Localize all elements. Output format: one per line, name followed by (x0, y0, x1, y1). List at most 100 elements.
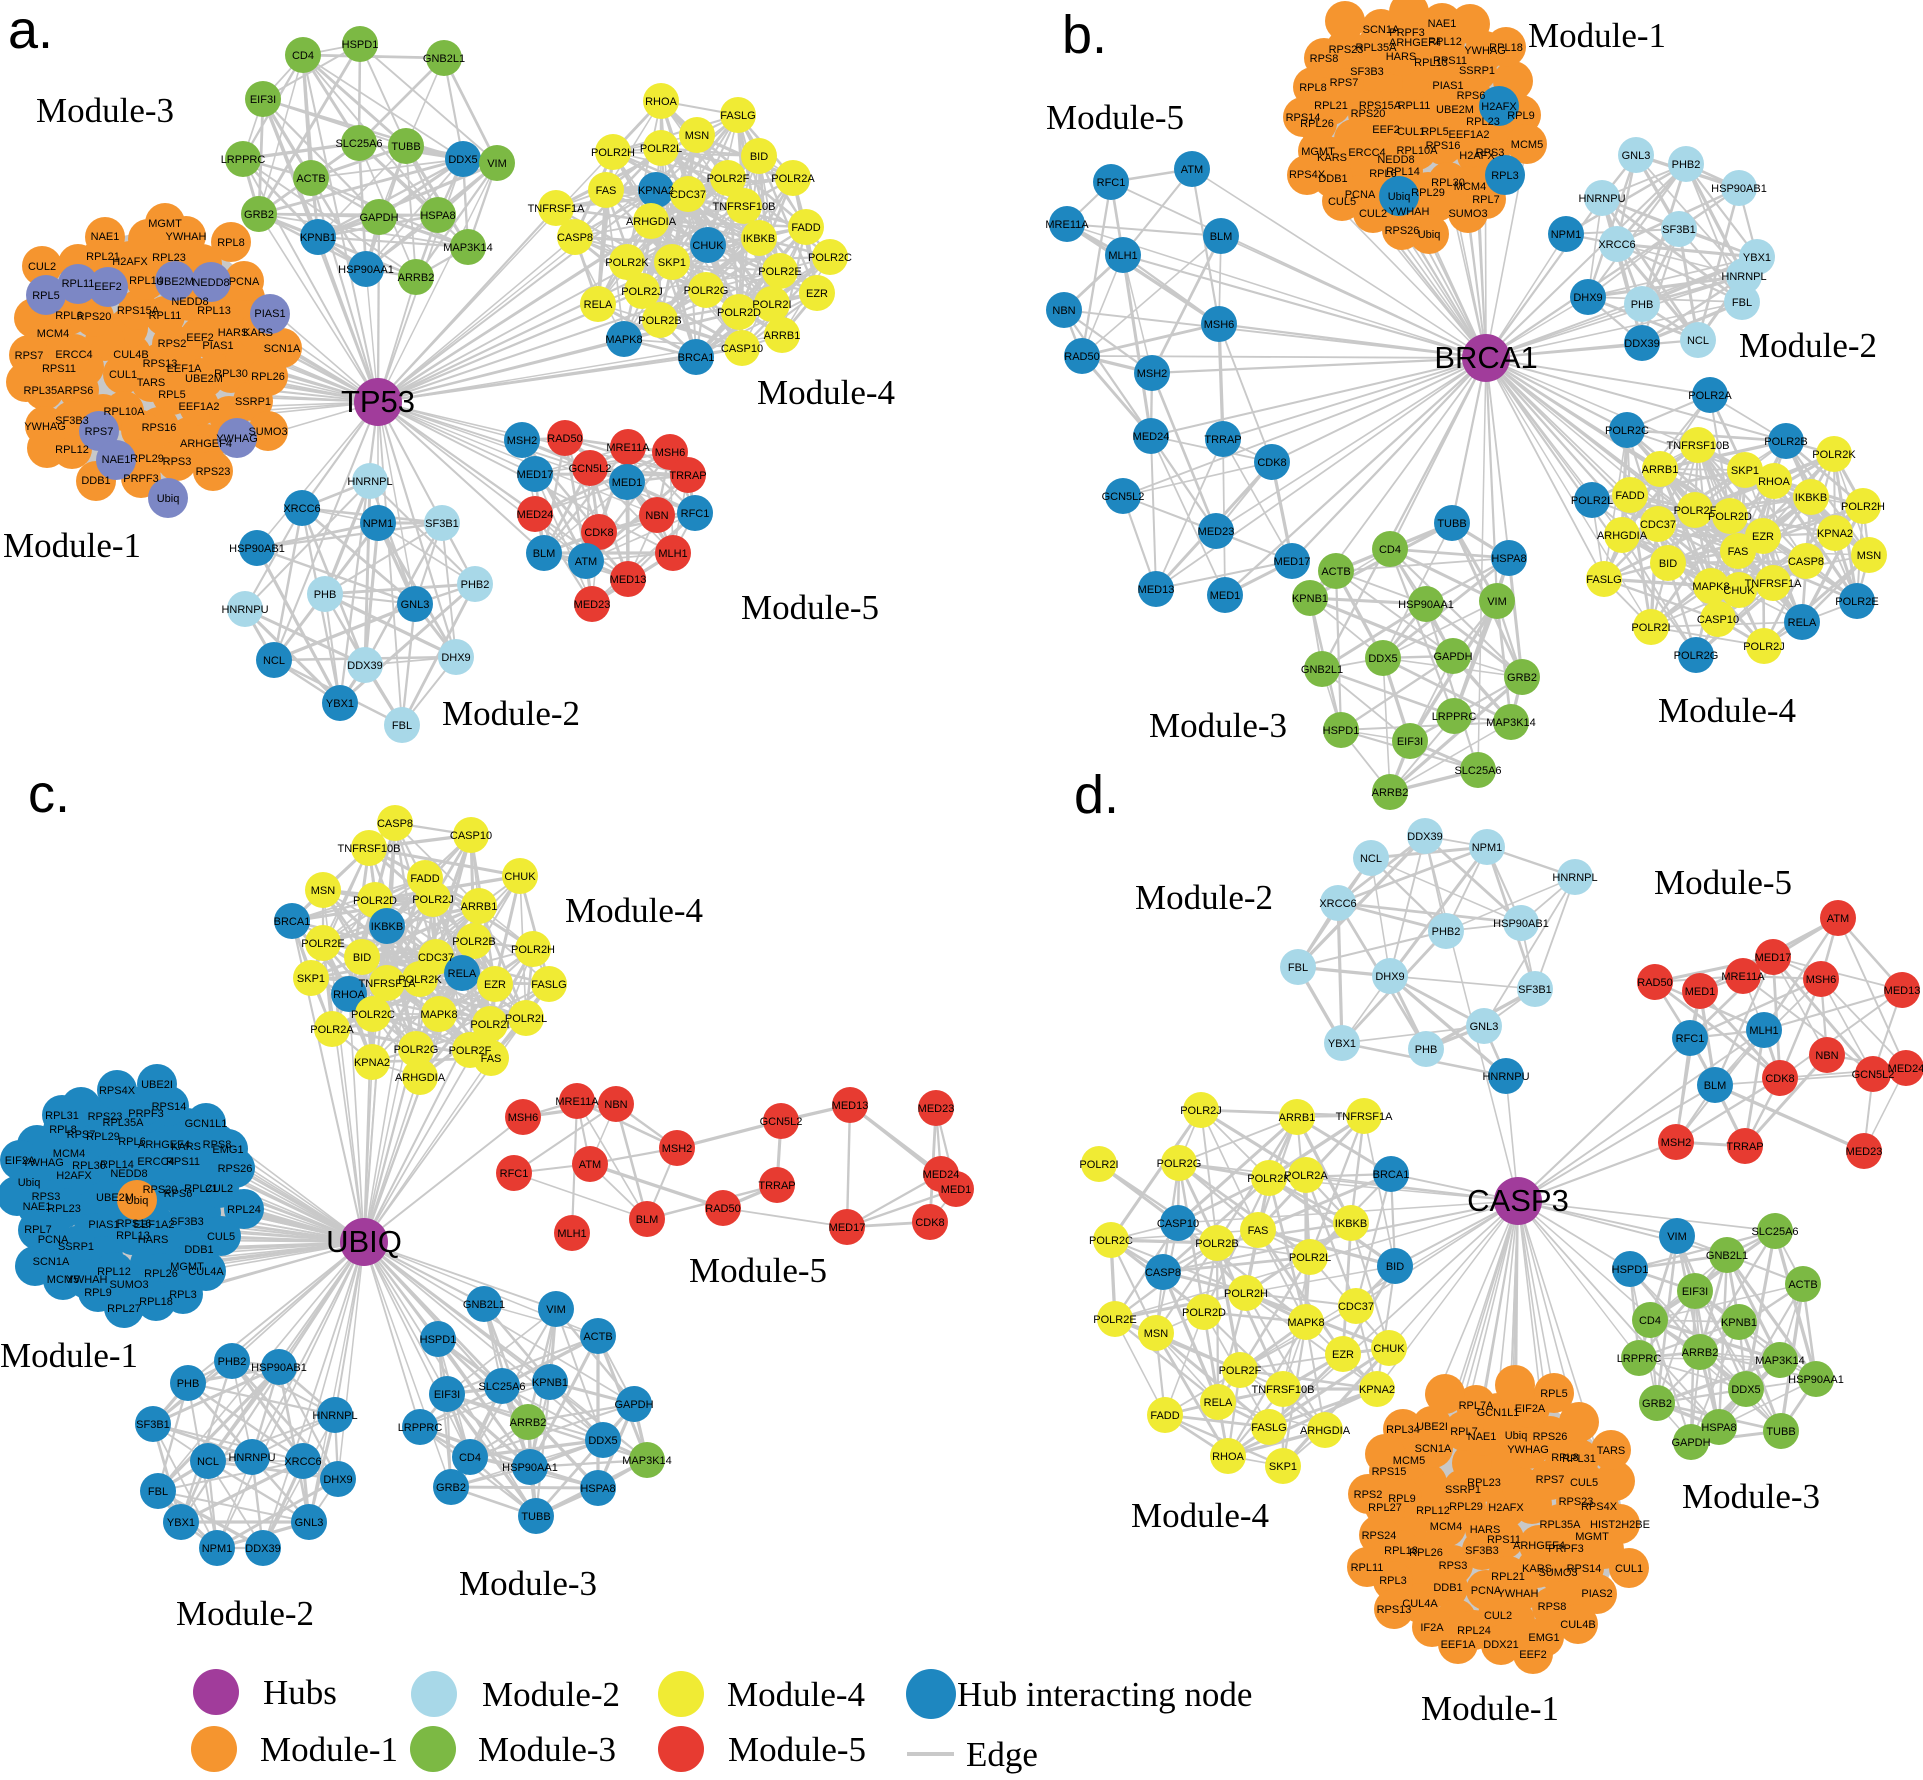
svg-text:DDX5: DDX5 (1731, 1384, 1760, 1396)
svg-text:CDK8: CDK8 (1765, 1073, 1794, 1085)
svg-text:RPL12: RPL12 (97, 1266, 131, 1278)
svg-text:KPNB1: KPNB1 (1721, 1317, 1757, 1329)
svg-text:EIF3I: EIF3I (1397, 736, 1423, 748)
svg-text:POLR2J: POLR2J (1180, 1105, 1222, 1117)
svg-text:SSRP1: SSRP1 (1445, 1484, 1481, 1496)
svg-text:RPS2: RPS2 (1354, 1489, 1383, 1501)
svg-text:ARHGDIA: ARHGDIA (1300, 1425, 1351, 1437)
svg-text:CUL2: CUL2 (205, 1183, 233, 1195)
svg-text:HSPA8: HSPA8 (1701, 1422, 1736, 1434)
svg-text:MSH6: MSH6 (1204, 319, 1235, 331)
svg-text:CUL4A: CUL4A (188, 1266, 224, 1278)
svg-text:NPM1: NPM1 (363, 518, 394, 530)
svg-text:TRRAP: TRRAP (1726, 1141, 1763, 1153)
svg-text:PHB2: PHB2 (1672, 159, 1701, 171)
svg-text:RPL3: RPL3 (1379, 1575, 1407, 1587)
svg-text:RHOA: RHOA (1758, 476, 1790, 488)
svg-text:PIAS2: PIAS2 (1581, 1588, 1612, 1600)
svg-text:CASP10: CASP10 (450, 830, 492, 842)
svg-text:MED24: MED24 (517, 509, 554, 521)
svg-text:VIM: VIM (546, 1304, 566, 1316)
svg-text:GNB2L1: GNB2L1 (463, 1299, 505, 1311)
svg-text:TNFRSF1A: TNFRSF1A (1745, 578, 1803, 590)
svg-text:POLR2G: POLR2G (394, 1044, 439, 1056)
svg-text:POLR2K: POLR2K (1812, 449, 1856, 461)
svg-text:POLR2D: POLR2D (1182, 1307, 1226, 1319)
svg-text:CDK8: CDK8 (1257, 457, 1286, 469)
svg-text:POLR2B: POLR2B (452, 936, 495, 948)
svg-text:CUL5: CUL5 (207, 1231, 235, 1243)
svg-text:NBN: NBN (645, 510, 668, 522)
svg-text:EIF2A: EIF2A (1515, 1403, 1546, 1415)
svg-text:RPS20: RPS20 (143, 1184, 178, 1196)
svg-text:GCN1L1: GCN1L1 (185, 1118, 228, 1130)
svg-text:MAPK8: MAPK8 (420, 1009, 457, 1021)
svg-text:SKP1: SKP1 (297, 973, 325, 985)
svg-text:CUL1: CUL1 (1615, 1563, 1643, 1575)
svg-text:BID: BID (750, 151, 768, 163)
svg-text:TNFRSF10B: TNFRSF10B (713, 201, 776, 213)
svg-text:MSH2: MSH2 (662, 1143, 693, 1155)
svg-text:CASP8: CASP8 (377, 818, 413, 830)
svg-text:ERCC4: ERCC4 (137, 1156, 174, 1168)
svg-text:RPL13: RPL13 (1414, 57, 1448, 69)
svg-text:NEDD8: NEDD8 (1377, 154, 1414, 166)
svg-text:Module-3: Module-3 (36, 91, 174, 130)
svg-text:DHX9: DHX9 (1375, 971, 1404, 983)
svg-text:VIM: VIM (487, 158, 507, 170)
svg-text:KARS: KARS (243, 327, 273, 339)
svg-text:ACTB: ACTB (583, 1331, 612, 1343)
svg-text:TNFRSF1A: TNFRSF1A (1336, 1111, 1394, 1123)
svg-text:RPL26: RPL26 (144, 1268, 178, 1280)
svg-text:Module-2: Module-2 (1739, 326, 1877, 365)
svg-text:SUMO3: SUMO3 (248, 426, 287, 438)
svg-text:Module-2: Module-2 (176, 1594, 314, 1633)
svg-text:SCN1A: SCN1A (33, 1256, 70, 1268)
svg-text:VIM: VIM (1487, 596, 1507, 608)
svg-text:ARRB1: ARRB1 (1642, 464, 1679, 476)
svg-text:RPL24: RPL24 (227, 1204, 261, 1216)
svg-text:EEF2: EEF2 (186, 332, 214, 344)
svg-text:EEF2: EEF2 (1372, 124, 1400, 136)
svg-text:Module-4: Module-4 (1658, 691, 1796, 730)
svg-text:EEF1A2: EEF1A2 (134, 1219, 175, 1231)
svg-text:CUL4B: CUL4B (1560, 1619, 1595, 1631)
svg-text:RPL8: RPL8 (1299, 82, 1327, 94)
svg-text:NPM1: NPM1 (202, 1543, 233, 1555)
svg-text:POLR2J: POLR2J (621, 286, 663, 298)
svg-text:NAE1: NAE1 (1468, 1431, 1497, 1443)
svg-text:RPS7: RPS7 (1536, 1474, 1565, 1486)
svg-text:ARHGEF4: ARHGEF4 (1513, 1540, 1565, 1552)
svg-text:POLR2G: POLR2G (684, 285, 729, 297)
svg-text:RAD50: RAD50 (1637, 977, 1672, 989)
svg-text:POLR2B: POLR2B (1764, 436, 1807, 448)
svg-text:CUL4B: CUL4B (113, 349, 148, 361)
svg-text:RPL24: RPL24 (1457, 1625, 1491, 1637)
svg-text:RPL11: RPL11 (1351, 1562, 1384, 1574)
svg-text:HNRNPU: HNRNPU (1578, 193, 1625, 205)
svg-text:RAD50: RAD50 (547, 433, 582, 445)
svg-text:RPL18: RPL18 (1384, 1545, 1418, 1557)
svg-text:MSH2: MSH2 (507, 435, 538, 447)
svg-text:POLR2G: POLR2G (1157, 1158, 1202, 1170)
svg-text:LRPPRC: LRPPRC (1617, 1353, 1662, 1365)
svg-text:ATM: ATM (1181, 164, 1203, 176)
svg-text:POLR2J: POLR2J (1743, 641, 1785, 653)
svg-text:MED23: MED23 (1198, 526, 1235, 538)
svg-text:NAE1: NAE1 (23, 1201, 52, 1213)
svg-text:Ubiq: Ubiq (18, 1177, 41, 1189)
svg-text:TARS: TARS (137, 377, 166, 389)
svg-text:PIAS1: PIAS1 (254, 308, 285, 320)
svg-text:HSP90AB1: HSP90AB1 (1493, 918, 1549, 930)
svg-text:CHUK: CHUK (504, 871, 536, 883)
svg-text:HSP90AB1: HSP90AB1 (251, 1362, 307, 1374)
svg-text:HNRNPL: HNRNPL (312, 1410, 357, 1422)
svg-text:MCM4: MCM4 (53, 1148, 85, 1160)
svg-text:Module-4: Module-4 (727, 1675, 865, 1714)
svg-text:MSN: MSN (1144, 1328, 1169, 1340)
svg-text:SUMO3: SUMO3 (1448, 208, 1487, 220)
svg-text:POLR2E: POLR2E (1093, 1314, 1136, 1326)
svg-text:RPS6: RPS6 (65, 385, 94, 397)
svg-text:EEF1A2: EEF1A2 (1449, 129, 1490, 141)
svg-text:MRE11A: MRE11A (1045, 219, 1089, 231)
